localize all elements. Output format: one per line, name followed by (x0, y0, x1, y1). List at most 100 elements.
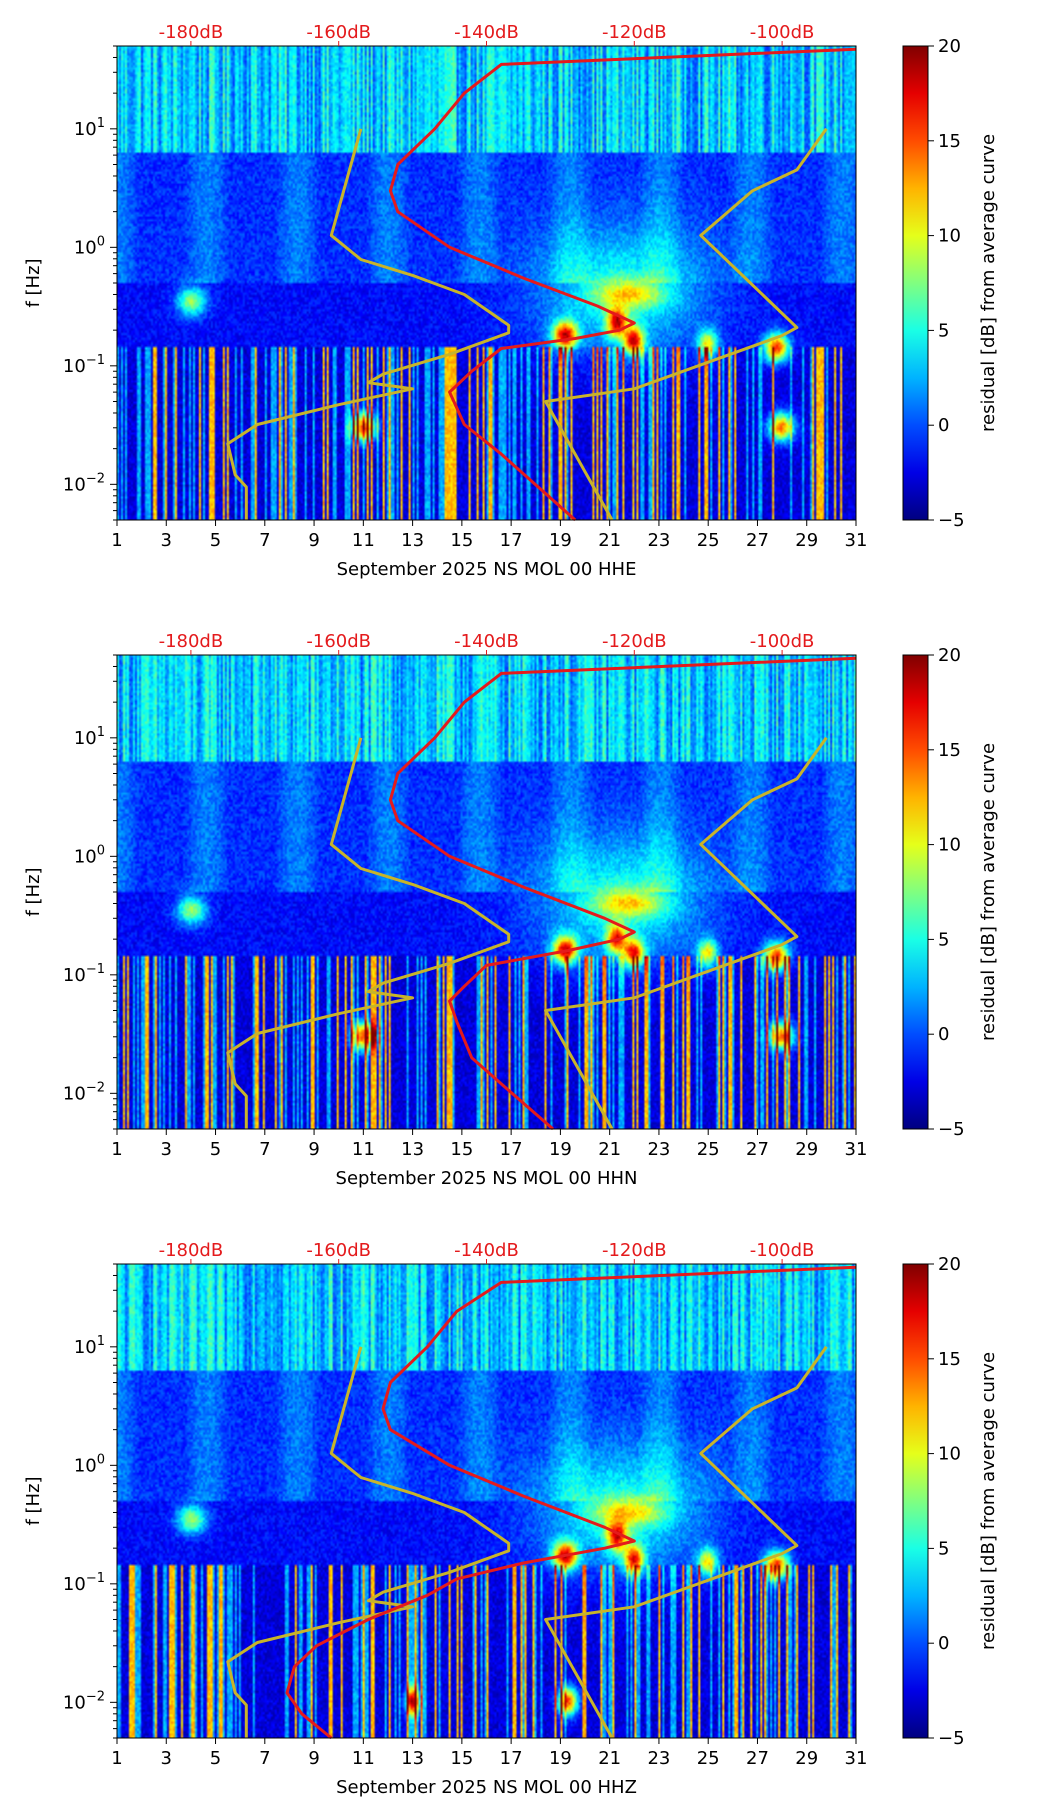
colorbar-tick-label: 0 (938, 1024, 949, 1045)
top-axis-label: -140dB (454, 22, 519, 43)
y-tick-label: 10−1 (63, 962, 105, 986)
x-tick-label: 21 (598, 1748, 621, 1769)
top-axis-label: -100dB (750, 631, 815, 652)
y-tick-label: 10−2 (63, 471, 105, 495)
y-tick-label: 100 (74, 1452, 105, 1476)
x-tick-label: 3 (161, 1139, 172, 1160)
x-tick-label: 5 (210, 530, 221, 551)
y-tick-label: 101 (74, 116, 105, 140)
colorbar-tick-label: −5 (938, 1728, 965, 1749)
x-tick-label: 21 (598, 530, 621, 551)
top-axis-label: -160dB (306, 22, 371, 43)
colorbar (902, 1263, 929, 1739)
y-tick-label: 10−2 (63, 1689, 105, 1713)
x-tick-label: 9 (308, 1748, 319, 1769)
x-tick-label: 27 (746, 1139, 769, 1160)
high-noise-model-curve (544, 127, 828, 521)
colorbar-tick-label: 15 (938, 740, 961, 761)
x-tick-label: 25 (697, 530, 720, 551)
x-tick-label: 27 (746, 530, 769, 551)
top-axis-label: -160dB (306, 1240, 371, 1261)
x-axis-label: September 2025 NS MOL 00 HHZ (336, 1777, 637, 1798)
x-tick-label: 11 (352, 1139, 375, 1160)
x-tick-label: 29 (795, 530, 818, 551)
x-tick-label: 31 (845, 1139, 868, 1160)
colorbar-tick-label: 5 (938, 320, 949, 341)
x-tick-label: 7 (259, 530, 270, 551)
x-tick-label: 23 (647, 530, 670, 551)
high-noise-model-curve (544, 1345, 828, 1739)
colorbar-label: residual [dB] from average curve (978, 1352, 999, 1650)
x-tick-label: 13 (401, 530, 424, 551)
x-tick-label: 5 (210, 1139, 221, 1160)
low-noise-model-curve (226, 737, 511, 1129)
y-axis-label: f [Hz] (23, 258, 44, 307)
colorbar-tick-label: 5 (938, 1538, 949, 1559)
colorbar-tick-label: 5 (938, 929, 949, 950)
top-axis-label: -120dB (602, 631, 667, 652)
colorbar-tick-label: 0 (938, 415, 949, 436)
x-axis-label: September 2025 NS MOL 00 HHN (336, 1168, 638, 1189)
x-tick-label: 1 (111, 1139, 122, 1160)
x-tick-label: 11 (352, 1748, 375, 1769)
low-noise-model-curve (226, 1346, 511, 1738)
colorbar-label: residual [dB] from average curve (978, 743, 999, 1041)
top-axis-label: -160dB (306, 631, 371, 652)
colorbar-tick-label: −5 (938, 510, 965, 531)
x-tick-label: 23 (647, 1139, 670, 1160)
colorbar-tick-label: 20 (938, 36, 961, 57)
colorbar-tick-label: 0 (938, 1633, 949, 1654)
x-tick-label: 7 (259, 1139, 270, 1160)
top-axis-label: -120dB (602, 1240, 667, 1261)
average-curve (388, 656, 857, 1131)
low-noise-model-curve (226, 128, 511, 520)
x-tick-label: 27 (746, 1748, 769, 1769)
x-tick-label: 5 (210, 1748, 221, 1769)
x-tick-label: 13 (401, 1139, 424, 1160)
average-curve (388, 47, 857, 522)
y-axis-label: f [Hz] (23, 867, 44, 916)
x-tick-label: 15 (450, 1748, 473, 1769)
colorbar-tick-label: 10 (938, 1444, 961, 1465)
top-axis-label: -100dB (750, 22, 815, 43)
x-tick-label: 31 (845, 530, 868, 551)
average-curve (285, 1265, 857, 1740)
top-axis-label: -180dB (159, 1240, 224, 1261)
y-tick-label: 100 (74, 843, 105, 867)
x-tick-label: 17 (500, 530, 523, 551)
x-tick-label: 29 (795, 1748, 818, 1769)
colorbar-tick-label: −5 (938, 1119, 965, 1140)
x-tick-label: 9 (308, 530, 319, 551)
x-tick-label: 17 (500, 1139, 523, 1160)
x-tick-label: 19 (549, 1139, 572, 1160)
x-tick-label: 11 (352, 530, 375, 551)
y-tick-label: 101 (74, 725, 105, 749)
x-tick-label: 15 (450, 530, 473, 551)
x-tick-label: 15 (450, 1139, 473, 1160)
x-axis-label: September 2025 NS MOL 00 HHE (337, 559, 637, 580)
y-axis-label: f [Hz] (23, 1476, 44, 1525)
top-axis-label: -100dB (750, 1240, 815, 1261)
y-tick-label: 10−1 (63, 353, 105, 377)
x-tick-label: 13 (401, 1748, 424, 1769)
x-tick-label: 1 (111, 530, 122, 551)
x-tick-label: 23 (647, 1748, 670, 1769)
y-tick-label: 10−2 (63, 1080, 105, 1104)
x-tick-label: 9 (308, 1139, 319, 1160)
top-axis-label: -140dB (454, 1240, 519, 1261)
colorbar-tick-label: 20 (938, 1254, 961, 1275)
colorbar-tick-label: 10 (938, 835, 961, 856)
x-tick-label: 31 (845, 1748, 868, 1769)
x-tick-label: 21 (598, 1139, 621, 1160)
x-tick-label: 7 (259, 1748, 270, 1769)
y-tick-label: 10−1 (63, 1571, 105, 1595)
x-tick-label: 19 (549, 530, 572, 551)
colorbar-tick-label: 15 (938, 131, 961, 152)
colorbar-tick-label: 20 (938, 645, 961, 666)
x-tick-label: 3 (161, 1748, 172, 1769)
x-tick-label: 17 (500, 1748, 523, 1769)
colorbar (902, 45, 929, 521)
